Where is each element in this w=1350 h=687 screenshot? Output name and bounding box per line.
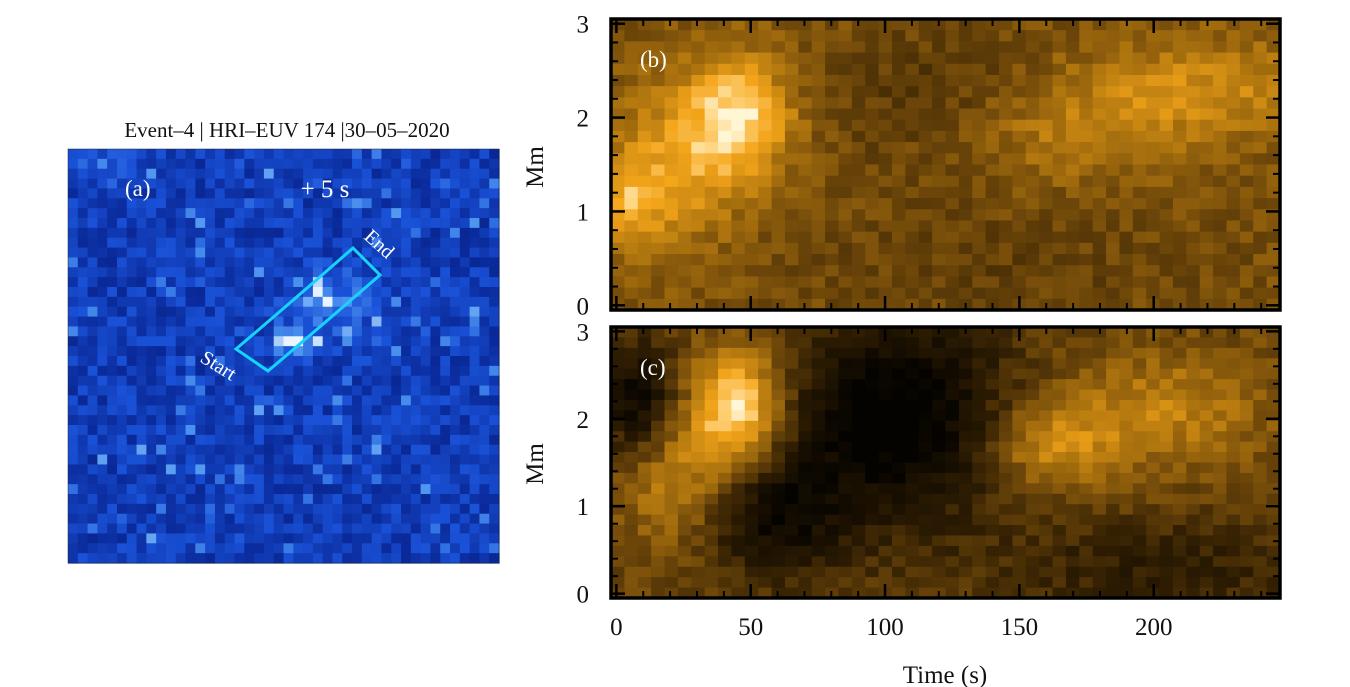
euv-pixel-grid [68,149,500,564]
x-tick-label: 100 [866,614,904,641]
panel-c-ylabel: Mm [522,443,549,485]
x-tick-label: 50 [738,614,763,641]
x-tick-label: 0 [610,614,623,641]
panel-c-frame [609,325,1282,600]
y-tick-label: 0 [577,293,590,320]
panel-b-ticks: 0 1 2 3 [577,12,1280,320]
panel-a-title: Event–4 | HRI–EUV 174 |30–05–2020 [124,118,449,142]
y-tick-label: 2 [577,106,590,133]
panel-b-xt-plot: 0 1 2 3 (b) Mm [522,12,1282,320]
xt-map-b [611,19,1281,311]
time-offset-label: + 5 s [301,176,350,203]
panel-c-label: (c) [640,355,666,380]
y-tick-label: 3 [577,319,590,346]
panel-a-border [67,148,500,564]
x-tick-label: 200 [1135,614,1173,641]
panel-b-frame [609,17,1282,312]
panel-c-ticks: 0 50 100 150 200 0 1 2 3 [577,319,1280,641]
panel-b-ylabel: Mm [522,146,549,188]
y-tick-label: 0 [577,582,590,609]
y-tick-label: 1 [577,199,590,226]
y-tick-label: 3 [577,12,590,39]
slit-outline [233,245,383,373]
panel-b-label: (b) [640,47,667,72]
x-tick-label: 150 [1001,614,1039,641]
y-tick-label: 1 [577,494,590,521]
panel-c-xt-plot: 0 50 100 150 200 0 1 2 3 (c) Mm Time (s) [522,319,1282,687]
panel-a-euv-image: Event–4 | HRI–EUV 174 |30–05–2020 (a) + … [67,118,500,564]
panel-a-label: (a) [125,176,151,201]
y-tick-label: 2 [577,407,590,434]
panel-c-xlabel: Time (s) [903,662,988,687]
xt-map-c [611,327,1281,599]
